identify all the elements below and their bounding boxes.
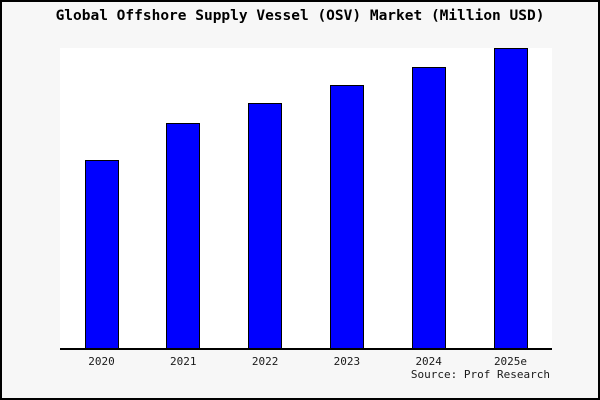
bar-2022 xyxy=(248,103,283,348)
bar-2025e xyxy=(493,48,528,348)
x-tick-label-2021: 2021 xyxy=(170,355,197,368)
bar-2023 xyxy=(329,85,364,348)
x-tick-label-2025e: 2025e xyxy=(493,355,528,368)
x-tick-label-2023: 2023 xyxy=(333,355,361,368)
chart-title: Global Offshore Supply Vessel (OSV) Mark… xyxy=(55,8,545,24)
source-credit: Source: Prof Research xyxy=(410,368,550,381)
bar-2021 xyxy=(166,123,201,348)
bar-2020 xyxy=(84,160,119,348)
bar-2024 xyxy=(411,67,446,348)
x-tick-label-2024: 2024 xyxy=(415,355,442,368)
x-tick-label-2022: 2022 xyxy=(251,355,279,368)
plot-area xyxy=(60,48,552,350)
x-tick-label-2020: 2020 xyxy=(88,355,115,368)
